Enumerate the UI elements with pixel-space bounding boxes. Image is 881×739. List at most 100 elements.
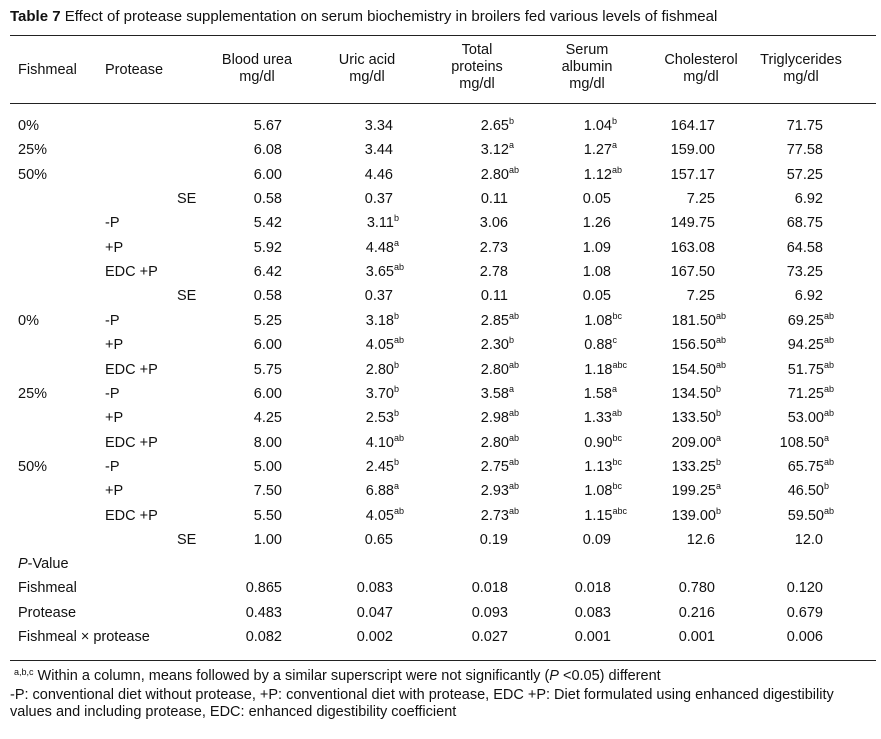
pvalue-value: 0.027: [471, 629, 508, 645]
value-superscript: ab: [508, 457, 519, 467]
header-uric: Uric acid mg/dl: [307, 52, 427, 86]
value-superscript: ab: [823, 384, 834, 394]
value-number: 163.08: [670, 240, 715, 256]
cell-value: 6.42: [254, 264, 282, 280]
value-number: 12.6: [686, 532, 715, 548]
cell-value: 46.50b: [787, 482, 829, 500]
cell-value: 0.09: [583, 532, 611, 548]
value-superscript: bc: [612, 311, 622, 321]
value-number: 159.00: [670, 142, 715, 158]
value-superscript: ab: [823, 457, 834, 467]
top-rule: [10, 35, 876, 36]
header-albumin-line: mg/dl: [569, 76, 605, 92]
cell-value: 2.80ab: [480, 360, 519, 379]
cell-value: 3.11b: [367, 213, 399, 232]
value-number: 0.05: [582, 288, 611, 304]
value-number: 4.46: [364, 167, 393, 183]
pvalue-value: 0.483: [245, 605, 282, 621]
header-urea-line: Blood urea: [221, 52, 293, 68]
value-number: 46.50: [787, 483, 824, 499]
cell-value: 1.08bc: [584, 482, 622, 500]
value-number: 6.00: [253, 337, 282, 353]
cell-value: 2.80b: [365, 361, 399, 379]
cell-fishmeal: 50%: [18, 459, 48, 475]
cell-value: 159.00: [671, 142, 715, 158]
value-number: 0.05: [582, 191, 611, 207]
footnote-p-italic: P: [549, 668, 559, 684]
value-number: 3.18: [365, 313, 394, 329]
value-number: 3.34: [364, 118, 393, 134]
value-number: 5.00: [253, 459, 282, 475]
value-number: 1.13: [584, 459, 613, 475]
cell-value: 134.50b: [672, 384, 721, 403]
value-superscript: ab: [508, 506, 519, 516]
value-number: 7.25: [686, 191, 715, 207]
value-number: 0.09: [582, 532, 611, 548]
cell-protease: -P: [105, 459, 120, 475]
cell-value: 57.25: [787, 167, 823, 183]
value-number: 0.37: [364, 191, 393, 207]
value-superscript: ab: [715, 360, 726, 370]
cell-value: 167.50: [671, 264, 715, 280]
value-number: 7.50: [253, 483, 282, 499]
pvalue-label: Fishmeal: [18, 580, 77, 596]
header-trig-line: Triglycerides: [760, 52, 842, 68]
cell-value: 5.42: [254, 215, 282, 231]
value-superscript: b: [393, 213, 399, 223]
pvalue-value: 0.018: [471, 580, 508, 596]
value-number: 3.58: [480, 386, 509, 402]
cell-value: 3.44: [365, 142, 393, 158]
value-superscript: abc: [612, 360, 627, 370]
cell-value: 1.08: [583, 264, 611, 280]
value-number: 6.00: [253, 167, 282, 183]
cell-value: 3.06: [480, 215, 508, 231]
cell-value: 1.18abc: [584, 360, 627, 379]
cell-value: 3.65ab: [366, 263, 404, 281]
value-number: 1.27: [583, 142, 612, 158]
value-number: 5.50: [253, 508, 282, 524]
cell-value: 0.19: [480, 532, 508, 548]
value-number: 2.80: [480, 362, 509, 378]
value-number: 2.80: [480, 435, 509, 451]
header-chol-line: mg/dl: [683, 69, 719, 85]
cell-value: 1.08bc: [584, 311, 622, 330]
cell-value: 209.00a: [672, 434, 721, 452]
value-superscript: ab: [508, 165, 519, 175]
cell-value: 0.05: [583, 288, 611, 304]
cell-value: 3.34: [365, 118, 393, 134]
cell-value: 6.92: [795, 288, 823, 304]
cell-value: 199.25a: [672, 482, 721, 500]
pvalue-heading-italic: P: [18, 556, 28, 572]
value-superscript: b: [715, 384, 721, 394]
cell-value: 2.53b: [366, 409, 399, 427]
value-number: 4.05: [365, 337, 394, 353]
value-superscript: ab: [508, 481, 519, 491]
cell-value: 2.80ab: [481, 165, 519, 184]
value-number: 0.11: [480, 191, 508, 207]
value-number: 2.80: [365, 362, 394, 378]
cell-value: 1.00: [254, 532, 282, 548]
value-superscript: ab: [508, 360, 519, 370]
value-superscript: a: [393, 238, 399, 248]
cell-value: 4.48a: [366, 238, 399, 257]
value-number: 6.00: [253, 386, 282, 402]
cell-protease: EDC +P: [105, 362, 158, 378]
cell-fishmeal: 25%: [18, 386, 48, 402]
cell-value: 1.26: [583, 215, 611, 231]
cell-protease: EDC +P: [105, 508, 158, 524]
cell-value: 1.13bc: [584, 458, 622, 476]
value-number: 149.75: [670, 215, 715, 231]
value-number: 1.00: [253, 532, 282, 548]
footnote-abbreviations: -P: conventional diet without protease, …: [10, 687, 834, 720]
cell-value: 4.10ab: [366, 434, 404, 452]
value-superscript: ab: [611, 165, 622, 175]
value-number: 0.58: [253, 288, 282, 304]
cell-protease: +P: [105, 240, 124, 256]
cell-value: 71.25ab: [788, 384, 834, 403]
cell-protease: -P: [105, 386, 120, 402]
value-number: 1.04: [583, 118, 612, 134]
value-superscript: b: [715, 408, 721, 418]
pvalue-value: 0.001: [574, 629, 611, 645]
cell-value: 5.75: [254, 362, 282, 378]
cell-value: 2.73ab: [481, 506, 519, 525]
